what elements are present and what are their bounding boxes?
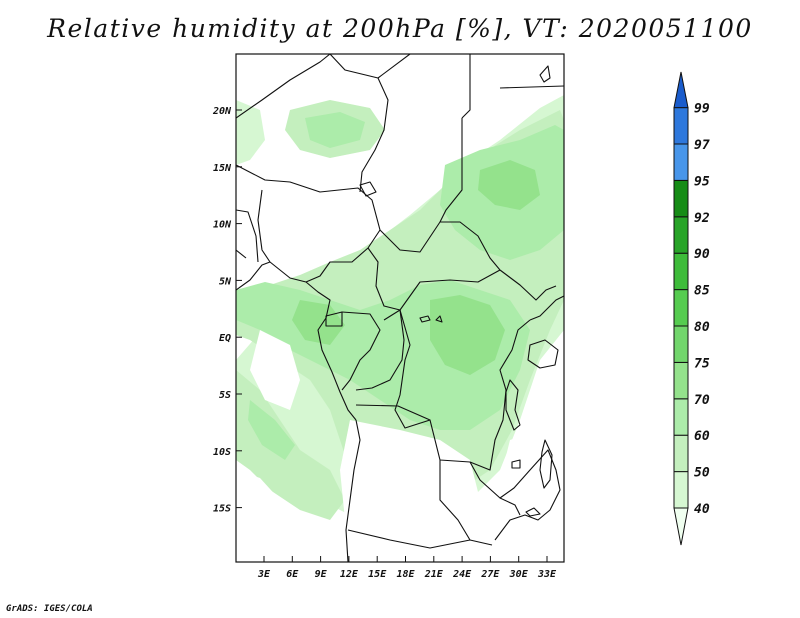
colorbar-label: 85 xyxy=(694,284,710,299)
colorbar-label: 40 xyxy=(694,502,710,517)
colorbar-label: 95 xyxy=(694,174,710,189)
lon-tick-label: 15E xyxy=(368,569,387,580)
lon-tick-label: 18E xyxy=(396,569,415,580)
lon-tick-label: 3E xyxy=(257,569,271,580)
colorbar-swatch xyxy=(673,143,689,181)
colorbar-swatch xyxy=(673,216,689,254)
lon-tick-label: 9E xyxy=(315,569,328,580)
colorbar-low-triangle xyxy=(673,507,689,546)
footer-credit: GrADS: IGES/COLA xyxy=(6,604,93,614)
colorbar-swatch xyxy=(673,289,689,327)
colorbar-label: 50 xyxy=(694,466,710,481)
colorbar-swatch xyxy=(673,179,689,218)
colorbar-label: 90 xyxy=(694,247,710,262)
colorbar: 40 50 60 70 75 80 85 90 92 95 97 99 xyxy=(673,71,710,546)
colorbar-label: 99 xyxy=(694,102,710,117)
lon-tick-label: 6E xyxy=(286,569,299,580)
colorbar-swatch xyxy=(673,107,689,145)
colorbar-swatch xyxy=(673,434,689,473)
colorbar-label: 60 xyxy=(694,429,710,444)
lon-tick-label: 33E xyxy=(537,569,557,580)
colorbar-swatch xyxy=(673,252,689,291)
colorbar-high-triangle xyxy=(673,71,689,109)
country-borders xyxy=(236,54,564,562)
lat-tick-label: EQ xyxy=(219,333,231,344)
map-title: Relative humidity at 200hPa [%], VT: 202… xyxy=(47,14,753,43)
lon-tick-label: 24E xyxy=(452,569,472,580)
colorbar-swatch xyxy=(673,361,689,400)
colorbar-swatch xyxy=(673,398,689,436)
lat-tick-label: 15N xyxy=(213,163,232,174)
lat-tick-label: 20N xyxy=(212,106,232,117)
colorbar-label: 80 xyxy=(694,320,710,335)
lon-tick-label: 27E xyxy=(480,569,500,580)
colorbar-label: 92 xyxy=(694,211,710,226)
lat-tick-label: 10N xyxy=(213,220,232,231)
colorbar-label: 75 xyxy=(694,356,710,371)
lon-tick-label: 30E xyxy=(509,569,529,580)
lat-tick-label: 10S xyxy=(213,447,231,458)
lat-axis: 20N 15N 10N 5N EQ 5S 10S 15S xyxy=(212,106,242,515)
lat-tick-label: 5S xyxy=(219,390,231,401)
lon-tick-label: 12E xyxy=(340,569,359,580)
colorbar-label: 70 xyxy=(694,393,710,408)
lon-tick-label: 21E xyxy=(424,569,444,580)
colorbar-label: 97 xyxy=(694,138,710,153)
lat-tick-label: 15S xyxy=(213,504,231,515)
lat-tick-label: 5N xyxy=(219,276,232,287)
map-frame xyxy=(235,53,565,563)
lon-axis: 3E 6E 9E 12E 15E 18E 21E 24E 27E 30E 33E xyxy=(257,556,557,580)
colorbar-swatch xyxy=(673,325,689,363)
colorbar-swatch xyxy=(673,471,689,509)
